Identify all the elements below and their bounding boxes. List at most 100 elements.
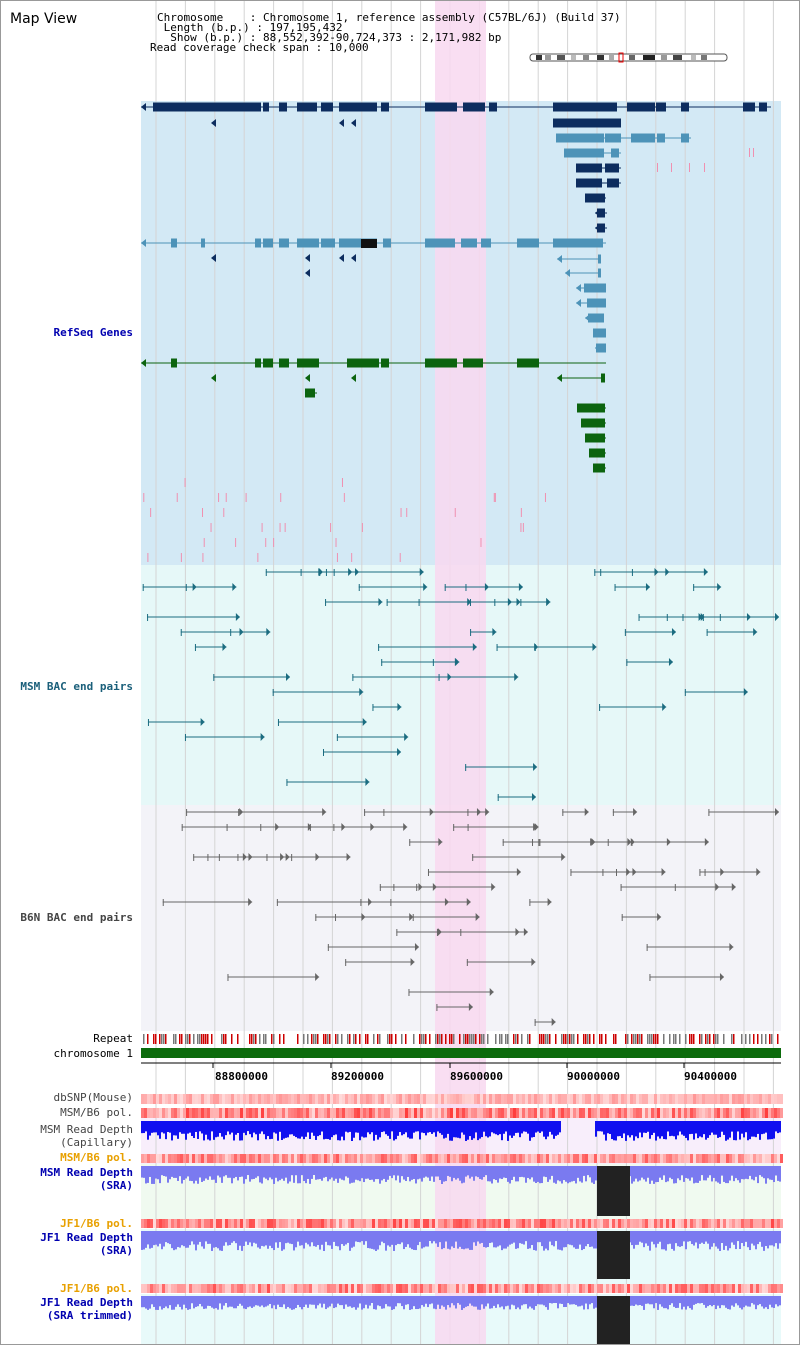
read-depth-bar [687,1296,689,1307]
read-depth-bar [703,1166,705,1181]
snp-tick [753,148,754,157]
read-depth-bar [289,1296,291,1309]
ideogram-band [643,55,655,60]
read-depth-bar [523,1231,525,1245]
polymorphism-cell [234,1154,237,1163]
read-depth-bar [675,1166,677,1184]
polymorphism-cell [504,1094,507,1104]
read-depth-bar [295,1231,297,1248]
polymorphism-cell [231,1219,234,1228]
polymorphism-cell [435,1108,438,1118]
read-depth-bar [321,1166,323,1181]
read-depth-bar [393,1231,395,1251]
polymorphism-cell [291,1284,294,1293]
polymorphism-cell [756,1219,759,1228]
read-depth-bar [325,1296,327,1310]
polymorphism-cell [597,1219,600,1228]
read-depth-bar [155,1296,157,1310]
read-depth-bar [173,1296,175,1310]
repeat-mark [765,1034,767,1044]
read-depth-bar [439,1166,441,1181]
polymorphism-cell [201,1094,204,1104]
read-depth-bar [671,1296,673,1304]
polymorphism-cell [690,1219,693,1228]
bac-end-mark [147,614,149,621]
bac-end-arrow [533,763,538,771]
polymorphism-cell [201,1154,204,1163]
read-depth-bar [301,1121,303,1137]
read-depth-bar [343,1231,345,1246]
bac-end-arrow [362,718,367,726]
polymorphism-cell [219,1094,222,1104]
read-depth-bar [165,1231,167,1243]
read-depth-bar [723,1166,725,1182]
read-depth-bar [357,1296,359,1308]
gene-strand-arrow [351,254,356,262]
polymorphism-cell [180,1108,183,1118]
read-depth-bar [211,1166,213,1180]
polymorphism-cell [582,1108,585,1118]
read-depth-bar [525,1121,527,1132]
polymorphism-cell [492,1108,495,1118]
polymorphism-cell [342,1154,345,1163]
read-depth-bar [641,1121,643,1138]
read-depth-bar [733,1121,735,1141]
polymorphism-cell [195,1284,198,1293]
polymorphism-cell [657,1094,660,1104]
polymorphism-cell [201,1284,204,1293]
read-depth-bar [355,1166,357,1180]
repeat-mark [459,1034,461,1044]
read-depth-bar [749,1296,751,1307]
repeat-mark [159,1034,161,1044]
read-depth-bar [643,1231,645,1248]
bac-end-mark [300,569,302,576]
polymorphism-cell [330,1284,333,1293]
polymorphism-cell [192,1154,195,1163]
read-depth-bar [483,1231,485,1248]
polymorphism-cell [213,1154,216,1163]
read-depth-bar [735,1121,737,1141]
read-depth-bar [315,1231,317,1247]
bac-end-mark [358,584,360,591]
polymorphism-cell [252,1154,255,1163]
read-depth-bar [659,1231,661,1242]
read-depth-bar [359,1166,361,1182]
repeat-mark [451,1034,453,1044]
read-depth-bar [615,1121,617,1141]
read-depth-bar [377,1231,379,1250]
repeat-mark [311,1034,313,1044]
read-depth-bar [413,1121,415,1133]
polymorphism-cell [348,1284,351,1293]
polymorphism-cell [477,1154,480,1163]
read-depth-bar [141,1296,143,1308]
polymorphism-cell [264,1154,267,1163]
read-depth-bar [479,1121,481,1139]
repeat-mark [335,1034,337,1044]
read-depth-bar [539,1121,541,1133]
polymorphism-cell [255,1094,258,1104]
read-depth-bar [779,1166,781,1182]
track-label-msm-depth-sra-sub: (SRA) [99,1179,133,1192]
read-depth-bar [193,1231,195,1245]
read-depth-bar [219,1296,221,1304]
polymorphism-cell [417,1219,420,1228]
polymorphism-cell [723,1219,726,1228]
read-depth-bar [245,1231,247,1242]
polymorphism-cell [564,1094,567,1104]
read-depth-bar [487,1296,489,1304]
polymorphism-cell [726,1284,729,1293]
read-depth-bar [653,1121,655,1133]
polymorphism-cell [771,1284,774,1293]
repeat-mark [445,1034,447,1044]
track-label-jf1-depth-trimmed-sub: (SRA trimmed) [46,1309,133,1322]
polymorphism-cell [327,1219,330,1228]
polymorphism-cell [738,1219,741,1228]
ideogram-band [545,55,551,60]
polymorphism-cell [756,1154,759,1163]
read-depth-bar [509,1231,511,1245]
bac-end-arrow [315,973,320,981]
polymorphism-cell [180,1154,183,1163]
read-depth-bar [555,1166,557,1184]
read-depth-bar [775,1296,777,1305]
